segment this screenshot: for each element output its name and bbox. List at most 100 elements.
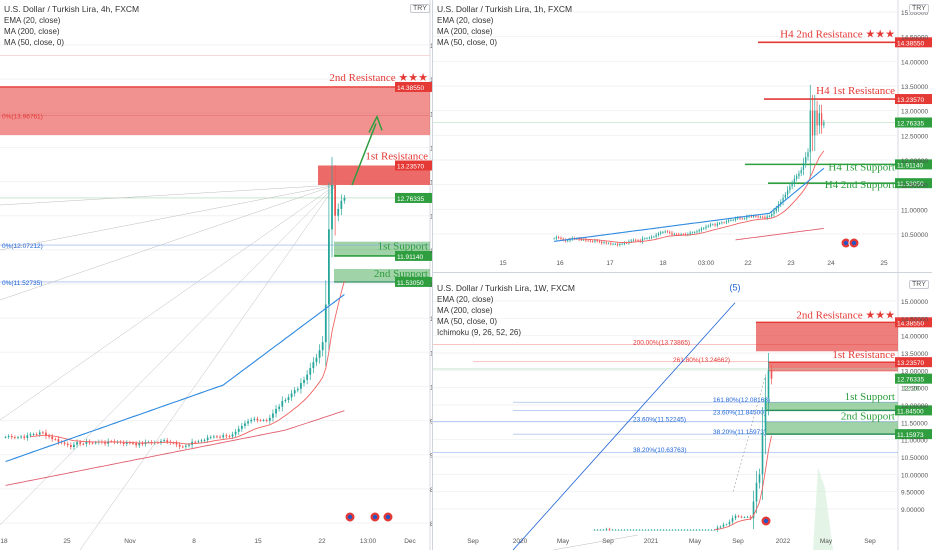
price-tag-h4-1st-support-bg: [895, 159, 932, 170]
candle-1h-candle: [798, 173, 800, 177]
candle-4h-candle: [324, 304, 327, 343]
candle-1h-candle: [626, 242, 628, 244]
candle-1w-candle: [665, 529, 668, 531]
chart-panel-4h[interactable]: 0%(13.96761) 0%(12.07212) 0%(11.52735) 2nd …: [0, 0, 432, 550]
candle-4h-candle: [51, 436, 54, 440]
price-tag-current-1h: 12.76335: [897, 121, 924, 128]
currency-badge-1h[interactable]: TRY: [909, 4, 929, 13]
candle-1h-candle: [660, 232, 662, 234]
event-flag-icon-center: [385, 514, 391, 520]
candle-1h-candle: [669, 231, 671, 233]
axis-4h-x-tick: 25: [63, 538, 71, 545]
candle-4h-candle: [303, 379, 305, 384]
candle-1h-candle: [648, 237, 650, 239]
candle-1h-candle: [675, 233, 678, 235]
candle-4h-candle: [321, 342, 324, 351]
candle-1h-candle: [678, 234, 680, 235]
ma200-line-1h: [735, 227, 824, 241]
candle-4h-candle: [328, 229, 330, 305]
axis-4h-x-tick: 22: [318, 538, 326, 545]
axis-1h-x-tick: 24: [827, 260, 835, 267]
candle-1h-candle: [768, 216, 771, 217]
zone-label-1w-3: 2nd Support: [841, 411, 895, 423]
candle-4h-candle: [4, 437, 7, 438]
axis-1w-y-tick: 12.50000: [901, 386, 928, 393]
trend-line-1w: [512, 302, 736, 550]
candle-4h-candle: [135, 443, 138, 446]
candle-1h-candle: [646, 238, 648, 240]
axis-1w-y-tick: 9.00000: [901, 507, 925, 514]
candle-1h-candle: [587, 240, 589, 242]
candle-1h-candle: [800, 170, 802, 174]
candle-4h-candle: [331, 184, 333, 230]
chart-panel-1w[interactable]: 200.00%(13.73865) 261.80%(13.24662) 161.80…: [433, 273, 932, 550]
candle-1h-candle: [809, 110, 811, 153]
fan-line-4h: [0, 184, 337, 301]
candle-1w-candle: [704, 529, 707, 531]
candle-4h-candle: [293, 390, 296, 394]
candle-4h-candle: [7, 436, 10, 438]
panel-divider-vertical[interactable]: [432, 0, 433, 550]
candle-4h-candle: [231, 434, 234, 437]
fan-line-4h: [0, 184, 337, 251]
candle-1h-candle: [637, 240, 639, 241]
candle-1h-candle: [703, 228, 705, 230]
candle-1h-candle: [621, 243, 623, 245]
price-tag-h4-2nd-resistance: 14.38550: [897, 40, 924, 47]
candle-4h-candle: [125, 442, 128, 444]
candle-4h-candle: [104, 442, 106, 444]
fan-line-4h: [0, 184, 337, 526]
axis-1h-y-tick: 14.50000: [901, 35, 928, 42]
candle-4h-candle: [41, 432, 44, 434]
candle-1h-candle: [619, 243, 621, 246]
axis-1w-x-tick: May: [557, 538, 570, 545]
candle-1h-candle: [796, 176, 798, 179]
candle-1h-candle: [580, 239, 582, 241]
panel-divider-horizontal[interactable]: [433, 272, 932, 273]
legend-ma50-1h: MA (50, close, 0): [437, 38, 498, 47]
candle-1h-candle: [816, 110, 818, 126]
axis-1w-y-tick: 13.50000: [901, 351, 928, 358]
projection-arrow-head-4h: [368, 114, 383, 133]
currency-badge-1w[interactable]: TRY: [909, 280, 929, 289]
candle-1h-candle: [716, 223, 718, 226]
currency-badge-4h[interactable]: TRY: [410, 4, 430, 13]
candle-1h-candle: [630, 240, 632, 242]
price-tag-current-4h-bg: [395, 192, 432, 203]
zone-label-1h-3: H4 2nd Support: [825, 179, 895, 191]
price-tag-h4-2nd-support: 11.53050: [897, 181, 924, 188]
price-tag-current-1h-bg: [895, 117, 932, 128]
chart-4h-canvas[interactable]: 0%(13.96761) 0%(12.07212) 0%(11.52735) 2nd …: [0, 0, 432, 550]
candle-4h-candle: [256, 418, 259, 421]
price-tag-2nd-resistance-1w-bg: [895, 317, 932, 328]
candle-4h-candle: [225, 435, 228, 437]
zone-label-4h-0: 2nd Resistance ★★★: [329, 72, 428, 84]
candle-1h-candle: [707, 225, 709, 227]
candle-1w-candle: [638, 529, 641, 531]
axis-1h-x-tick: 17: [606, 260, 614, 267]
candle-1w-candle: [659, 529, 662, 531]
legend-ma200-1w: MA (200, close): [437, 306, 493, 315]
price-tag-1st-resistance-4h-bg: [395, 160, 432, 171]
chart-panel-1h[interactable]: H4 2nd Resistance ★★★ H4 1st Resistance H4…: [433, 0, 932, 272]
candle-1h-candle: [771, 214, 773, 217]
candle-1h-candle: [734, 218, 737, 220]
legend-ma200-1h: MA (200, close): [437, 27, 493, 36]
candle-1h-candle: [723, 222, 725, 224]
candle-1h-candle: [691, 232, 694, 234]
chart-1h-canvas[interactable]: H4 2nd Resistance ★★★ H4 1st Resistance H4…: [433, 0, 932, 272]
legend-ma200-4h: MA (200, close): [4, 27, 60, 36]
candle-1h-candle: [614, 243, 616, 245]
chart-1w-canvas[interactable]: 200.00%(13.73865) 261.80%(13.24662) 161.80…: [433, 273, 932, 550]
candle-1h-candle: [732, 219, 734, 221]
price-tag-2nd-support-1w: 11.15973: [897, 432, 924, 439]
zone-label-1h-0: H4 2nd Resistance ★★★: [780, 28, 895, 40]
candle-4h-candle: [163, 440, 166, 442]
candle-1h-candle: [673, 233, 675, 235]
candle-4h-candle: [138, 443, 141, 446]
zone-label-4h-2: 1st Support: [378, 241, 428, 253]
candle-1w-candle: [767, 370, 770, 399]
candle-1h-candle: [682, 234, 684, 235]
price-tag-2nd-resistance-1w: 14.38550: [897, 320, 924, 327]
legend-ema-1w: EMA (20, close): [437, 295, 494, 304]
